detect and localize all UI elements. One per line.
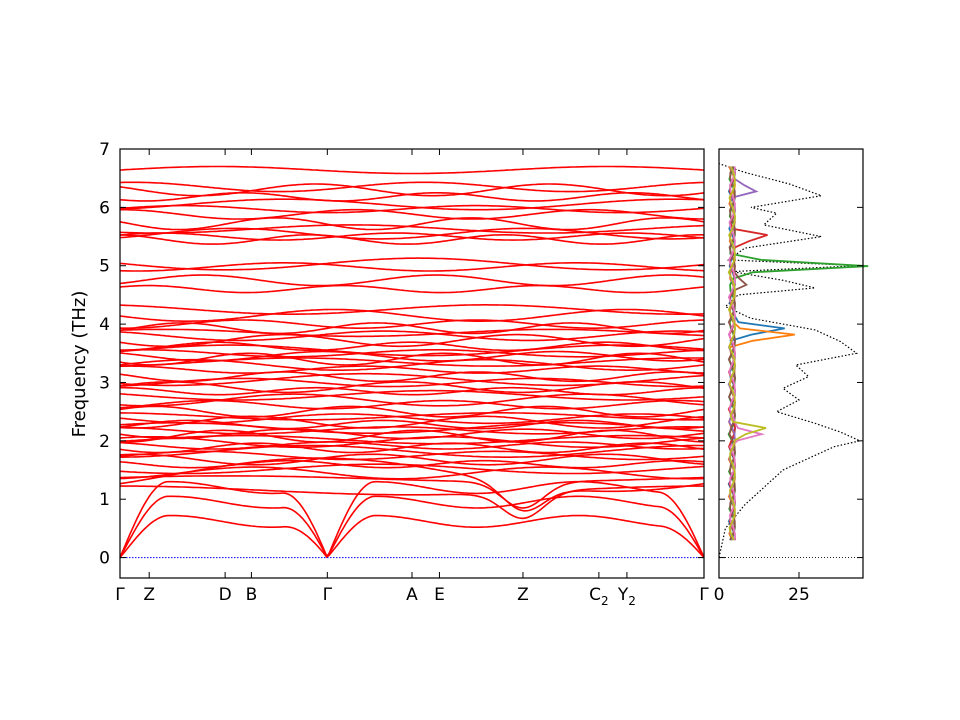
dos-frequency-ticks bbox=[719, 148, 863, 559]
frequency-axis-ticks: 0 1 2 3 4 5 6 7 bbox=[99, 140, 704, 569]
optical-band-line bbox=[119, 457, 705, 512]
band-line bbox=[119, 232, 705, 241]
band-line bbox=[119, 328, 705, 338]
band-line bbox=[119, 441, 705, 450]
band-line bbox=[119, 322, 705, 335]
band-line bbox=[119, 442, 705, 454]
band-line bbox=[119, 330, 705, 342]
kpoint-label: D bbox=[219, 585, 232, 605]
band-line bbox=[119, 227, 705, 240]
y-tick-label: 2 bbox=[99, 432, 110, 452]
y-tick-label: 4 bbox=[99, 315, 110, 335]
kpoint-label: Γ bbox=[323, 585, 333, 605]
band-line bbox=[119, 319, 704, 329]
band-line bbox=[120, 234, 705, 245]
partial-dos-curve bbox=[727, 166, 766, 541]
band-line bbox=[119, 341, 704, 352]
band-line bbox=[119, 365, 705, 374]
y-tick-label: 1 bbox=[99, 490, 110, 510]
band-line bbox=[119, 453, 705, 466]
optical-band-line bbox=[120, 485, 704, 520]
band-line bbox=[119, 466, 704, 480]
band-line bbox=[119, 358, 705, 371]
band-line bbox=[119, 262, 705, 272]
y-tick-label: 5 bbox=[99, 257, 110, 277]
band-line bbox=[119, 204, 705, 214]
band-line bbox=[119, 198, 705, 211]
kpoint-label: E bbox=[434, 585, 445, 605]
band-line bbox=[119, 217, 705, 231]
band-line bbox=[119, 224, 705, 234]
y-tick-label: 3 bbox=[99, 373, 110, 393]
acoustic-band-line bbox=[119, 480, 705, 559]
y-tick-label: 7 bbox=[99, 140, 110, 160]
band-line bbox=[119, 434, 705, 445]
kpoint-label: Γ bbox=[115, 585, 125, 605]
dos-curves bbox=[718, 163, 869, 558]
band-line bbox=[119, 274, 705, 287]
band-lines bbox=[119, 165, 705, 559]
band-line bbox=[119, 381, 705, 394]
band-line bbox=[119, 377, 705, 388]
y-tick-label: 0 bbox=[99, 549, 110, 569]
acoustic-band-line bbox=[119, 495, 705, 559]
kpoint-label: Γ bbox=[699, 585, 709, 605]
acoustic-band-line bbox=[119, 514, 705, 559]
dos-axis-ticks: 0 25 bbox=[714, 149, 810, 605]
band-line bbox=[119, 165, 705, 175]
band-line bbox=[119, 352, 705, 366]
dos-x-tick-label: 25 bbox=[788, 585, 810, 605]
band-line bbox=[119, 415, 705, 429]
partial-dos-curve bbox=[727, 166, 767, 541]
partial-dos-curve bbox=[727, 166, 795, 541]
band-line bbox=[119, 419, 705, 430]
band-line bbox=[120, 304, 705, 315]
frequency-axis-title: Frequency (THz) bbox=[69, 291, 90, 438]
partial-dos-curve bbox=[727, 166, 869, 541]
band-line bbox=[120, 181, 705, 193]
dos-x-tick-label: 0 bbox=[714, 585, 725, 605]
band-line bbox=[120, 208, 704, 220]
kpoint-label: C2 bbox=[589, 585, 609, 608]
kpoint-label: Z bbox=[517, 585, 529, 605]
band-line bbox=[119, 192, 705, 202]
y-tick-label: 6 bbox=[99, 198, 110, 218]
band-line bbox=[120, 412, 704, 421]
optical-band-line bbox=[119, 475, 704, 509]
band-line bbox=[119, 257, 705, 271]
band-line bbox=[119, 405, 705, 418]
kpoint-label: A bbox=[406, 585, 418, 605]
partial-dos-curve bbox=[727, 166, 785, 541]
kpoint-label: Y2 bbox=[617, 585, 636, 608]
total-dos-curve bbox=[718, 163, 862, 558]
dos-frame bbox=[718, 148, 864, 579]
kpoint-label: Z bbox=[143, 585, 155, 605]
band-line bbox=[119, 421, 705, 434]
band-line bbox=[119, 429, 705, 443]
band-line bbox=[119, 284, 705, 294]
band-line bbox=[119, 413, 705, 425]
kpoint-label: B bbox=[246, 585, 258, 605]
density-of-states-panel: 0 25 bbox=[714, 148, 869, 605]
band-line bbox=[119, 399, 705, 410]
